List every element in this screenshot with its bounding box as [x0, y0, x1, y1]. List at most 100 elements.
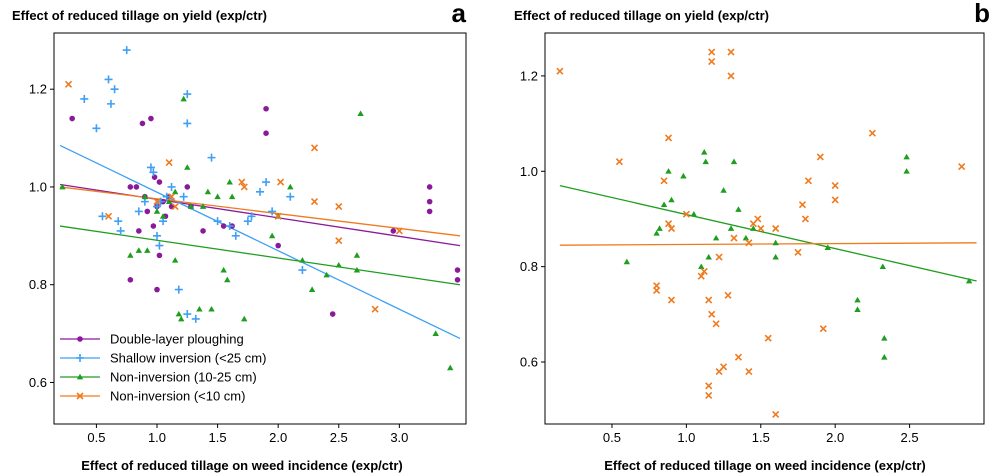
data-point — [263, 105, 269, 112]
legend-marker — [76, 373, 84, 380]
data-point — [204, 188, 212, 195]
x-tick-label: 1.0 — [677, 430, 695, 445]
data-point — [801, 215, 809, 223]
data-point — [69, 115, 75, 122]
data-point — [104, 75, 113, 84]
data-point — [268, 232, 276, 239]
data-point — [208, 305, 215, 312]
data-point — [167, 182, 176, 191]
data-point — [734, 353, 743, 361]
data-point — [881, 354, 888, 360]
data-point — [323, 271, 330, 278]
trend-line — [59, 144, 461, 340]
data-point — [426, 208, 433, 215]
data-point — [735, 206, 742, 212]
data-point — [165, 158, 173, 167]
data-point — [615, 158, 623, 166]
data-point — [149, 168, 158, 177]
data-point — [712, 234, 720, 241]
data-point — [708, 310, 716, 318]
data-point — [263, 130, 269, 136]
data-point — [110, 85, 119, 94]
data-point — [660, 177, 668, 185]
data-point — [357, 110, 364, 117]
legend-label: Double-layer ploughing — [110, 332, 244, 347]
panel-a-letter: a — [452, 0, 467, 28]
data-point — [127, 277, 134, 283]
data-point — [831, 182, 839, 190]
data-point — [171, 188, 179, 195]
plot-frame — [53, 32, 467, 425]
data-point — [819, 325, 827, 333]
data-point — [98, 212, 107, 221]
x-tick-label: 2.5 — [330, 430, 348, 445]
data-point — [135, 247, 143, 253]
x-tick-label: 3.0 — [390, 430, 408, 445]
data-point — [958, 162, 966, 171]
panel-b-title: Effect of reduced tillage on yield (exp/… — [514, 8, 769, 23]
data-point — [127, 252, 134, 258]
data-point — [213, 217, 222, 226]
data-point — [335, 261, 342, 268]
data-point — [682, 210, 690, 218]
data-point — [171, 257, 179, 263]
data-point — [727, 48, 735, 56]
trend-line — [559, 242, 977, 246]
data-point — [243, 217, 252, 226]
data-point — [702, 158, 709, 165]
data-point — [277, 178, 285, 186]
data-point — [772, 410, 780, 419]
data-point — [175, 310, 183, 317]
data-point — [80, 94, 89, 103]
data-point — [432, 330, 439, 336]
panel-a: Effect of reduced tillage on yield (exp/… — [12, 0, 467, 473]
data-point — [247, 212, 256, 221]
data-point — [308, 286, 316, 292]
data-point — [178, 315, 185, 322]
data-point — [183, 310, 192, 319]
x-tick-label: 1.0 — [148, 430, 166, 445]
data-point — [241, 315, 248, 322]
data-point — [705, 253, 712, 260]
data-point — [183, 90, 192, 99]
data-point — [754, 215, 762, 223]
data-point — [664, 134, 673, 142]
data-point — [854, 306, 861, 312]
data-point — [59, 183, 66, 190]
data-point — [167, 193, 176, 201]
data-point — [171, 202, 179, 211]
data-point — [426, 198, 433, 205]
data-point — [104, 212, 113, 220]
data-point — [965, 277, 973, 284]
data-point — [697, 272, 705, 280]
data-point — [705, 382, 713, 390]
legend-label: Non-inversion (10-25 cm) — [110, 370, 257, 385]
data-point — [868, 129, 876, 137]
data-point — [220, 266, 227, 273]
data-point — [228, 193, 236, 200]
data-point — [134, 207, 143, 216]
y-tick-label: 0.6 — [520, 355, 538, 370]
data-point — [720, 187, 727, 193]
data-point — [298, 266, 307, 275]
data-point — [764, 334, 772, 342]
legend-label: Non-inversion (<10 cm) — [110, 389, 245, 404]
data-point — [724, 291, 732, 299]
legend-marker — [76, 354, 84, 362]
data-point — [700, 267, 708, 275]
data-point — [371, 305, 379, 313]
panel-b: Effect of reduced tillage on yield (exp/… — [514, 0, 990, 473]
data-point — [116, 226, 125, 235]
data-point — [191, 314, 200, 323]
data-point — [335, 237, 343, 245]
data-point — [274, 212, 282, 220]
data-point — [556, 67, 564, 75]
data-point — [742, 234, 750, 241]
data-point — [730, 158, 738, 165]
data-point — [199, 203, 207, 209]
data-point — [238, 178, 246, 186]
data-point — [660, 201, 668, 208]
data-point — [153, 231, 161, 240]
data-point — [153, 208, 161, 214]
data-point — [156, 252, 163, 259]
